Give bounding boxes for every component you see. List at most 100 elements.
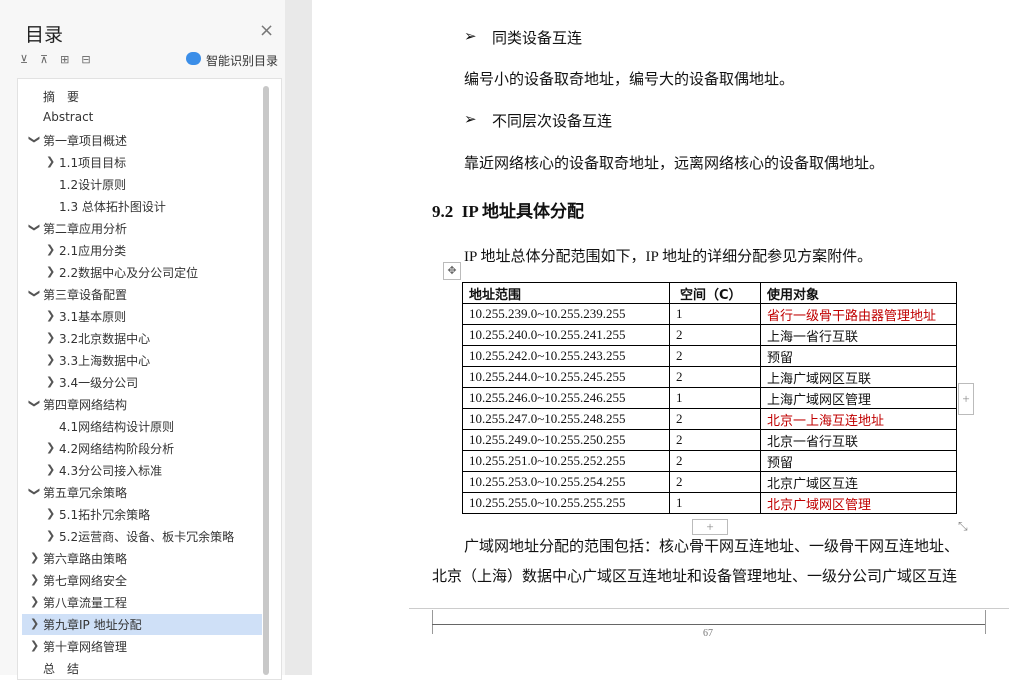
table-row: 10.255.240.0~10.255.241.255 2 上海一省行互联 [462, 324, 957, 346]
toc-item[interactable]: 4.1网络结构设计原则 [59, 420, 175, 434]
toc-expander[interactable]: ❯ [30, 551, 40, 564]
add-row[interactable]: + [692, 519, 728, 535]
toc-item[interactable]: 1.2设计原则 [59, 178, 127, 192]
toc-item[interactable]: 第三章设备配置 [43, 288, 128, 302]
toc-item[interactable]: 第六章路由策略 [43, 552, 128, 566]
toc-expander[interactable]: ❯ [46, 309, 56, 322]
table-row: 10.255.253.0~10.255.254.255 2 北京广域区互连 [462, 471, 957, 493]
paragraph: 编号小的设备取奇地址，编号大的设备取偶地址。 [464, 72, 795, 88]
table-move-handle[interactable]: ✥ [443, 262, 461, 280]
table-cell: 上海广域网区管理 [760, 387, 957, 409]
toc-title: 目录 [25, 24, 64, 46]
table-cell: 2 [669, 471, 761, 493]
toc-item[interactable]: 2.1应用分类 [59, 244, 127, 258]
toc-expander[interactable]: ❯ [46, 375, 56, 388]
bullet-glyph: ➢ [464, 29, 477, 45]
toc-item[interactable]: 3.2北京数据中心 [59, 332, 151, 346]
table-row: 10.255.239.0~10.255.239.255 1 省行一级骨干路由器管理地… [462, 303, 957, 325]
header-cell: 使用对象 [760, 282, 957, 304]
smart-button[interactable]: 智能识别目录 [206, 54, 279, 68]
toc-item[interactable]: 5.1拓扑冗余策略 [59, 508, 151, 522]
toc-item[interactable]: 第五章冗余策略 [43, 486, 128, 500]
toc-expander[interactable]: ❯ [46, 331, 56, 344]
table-cell: 1 [669, 303, 761, 325]
table-cell: 10.255.246.0~10.255.246.255 [462, 387, 670, 409]
toc-expander[interactable]: ❯ [30, 595, 40, 608]
toc-expander[interactable]: ❯ [28, 288, 42, 299]
table-cell: 10.255.249.0~10.255.250.255 [462, 429, 670, 451]
toc-expander[interactable]: ❯ [28, 398, 42, 409]
toc-expander[interactable]: ❯ [46, 265, 56, 278]
paragraph-line: 北京（上海）数据中心广域区互连地址和设备管理地址、一级分公司广域区互连 [432, 569, 958, 585]
toc-item[interactable]: 1.1项目目标 [59, 156, 127, 170]
table-row: 10.255.255.0~10.255.255.255 1 北京广域网区管理 [462, 492, 957, 514]
toc-expander[interactable]: ❯ [28, 222, 42, 233]
corner-mark [432, 610, 433, 634]
table-cell: 上海广域网区互联 [760, 366, 957, 388]
toc-list-box [17, 78, 282, 680]
toc-item[interactable]: 第八章流量工程 [43, 596, 128, 610]
scrollbar[interactable] [263, 86, 269, 675]
table-cell: 预留 [760, 450, 957, 472]
toc-expander[interactable]: ❯ [30, 573, 40, 586]
toc-tools[interactable]: ⊻⊼⊞⊟ [20, 53, 103, 66]
gutter [285, 0, 312, 675]
toc-item[interactable]: 第七章网络安全 [43, 574, 128, 588]
toc-item[interactable]: 第四章网络结构 [43, 398, 128, 412]
table: 地址范围 空间（C） 使用对象 10.255.239.0~10.255.239.255… [462, 282, 957, 514]
paragraph: IP 地址总体分配范围如下，IP 地址的详细分配参见方案附件。 [464, 249, 873, 265]
toc-item[interactable]: 总 结 [43, 662, 80, 676]
toc-expander[interactable]: ❯ [30, 617, 40, 630]
table-cell: 北京广域网区管理 [760, 492, 957, 514]
table-cell: 10.255.255.0~10.255.255.255 [462, 492, 670, 514]
page-number: 67 [703, 628, 713, 639]
table-row: 10.255.244.0~10.255.245.255 2 上海广域网区互联 [462, 366, 957, 388]
table-cell: 10.255.244.0~10.255.245.255 [462, 366, 670, 388]
toc-expander[interactable]: ❯ [46, 441, 56, 454]
toc-item[interactable]: 1.3 总体拓扑图设计 [59, 200, 166, 214]
table-cell: 2 [669, 324, 761, 346]
toc-expander[interactable]: ❯ [46, 529, 56, 542]
bullet-text: 不同层次设备互连 [492, 114, 613, 130]
toc-item[interactable]: 5.2运营商、设备、板卡冗余策略 [59, 530, 235, 544]
toc-item[interactable]: 3.3上海数据中心 [59, 354, 151, 368]
table-row: 10.255.247.0~10.255.248.255 2 北京一上海互连地址 [462, 408, 957, 430]
table-cell: 2 [669, 366, 761, 388]
toc-expander[interactable]: ❯ [46, 507, 56, 520]
corner-mark [985, 610, 986, 634]
table-cell: 2 [669, 408, 761, 430]
table-cell: 10.255.251.0~10.255.252.255 [462, 450, 670, 472]
toc-item[interactable]: 第一章项目概述 [43, 134, 128, 148]
toc-item[interactable]: 第十章网络管理 [43, 640, 128, 654]
toc-item[interactable]: 第二章应用分析 [43, 222, 128, 236]
heading: 9.2 IP 地址具体分配 [432, 202, 585, 221]
table-cell: 2 [669, 429, 761, 451]
toc-expander[interactable]: ❯ [46, 353, 56, 366]
smart-icon [186, 52, 201, 65]
table-row: 10.255.242.0~10.255.243.255 2 预留 [462, 345, 957, 367]
table-row: 10.255.251.0~10.255.252.255 2 预留 [462, 450, 957, 472]
toc-item[interactable]: 3.4一级分公司 [59, 376, 139, 390]
toc-item[interactable]: 2.2数据中心及分公司定位 [59, 266, 199, 280]
toc-expander[interactable]: ❯ [46, 243, 56, 256]
toc-item[interactable]: 4.2网络结构阶段分析 [59, 442, 175, 456]
table-cell: 2 [669, 450, 761, 472]
toc-item[interactable]: 第九章IP 地址分配 [43, 618, 142, 632]
toc-expander[interactable]: ❯ [28, 134, 42, 145]
toc-item[interactable]: 3.1基本原则 [59, 310, 127, 324]
toc-expander[interactable]: ❯ [46, 463, 56, 476]
table-cell: 10.255.253.0~10.255.254.255 [462, 471, 670, 493]
table-cell: 北京一省行互联 [760, 429, 957, 451]
toc-item[interactable]: 4.3分公司接入标准 [59, 464, 163, 478]
toc-item[interactable]: Abstract [43, 110, 94, 124]
close-button[interactable]: × [259, 20, 275, 41]
toc-expander[interactable]: ❯ [46, 155, 56, 168]
table-cell: 1 [669, 387, 761, 409]
toc-panel: 目录 × ⊻⊼⊞⊟ 智能识别目录 摘 要 Abstract ❯ 第一章项目概述 ❯ 1.1… [0, 0, 285, 680]
toc-item[interactable]: 摘 要 [43, 90, 80, 104]
toc-expander[interactable]: ❯ [28, 486, 42, 497]
resize-handle[interactable]: ⤡ [958, 519, 968, 533]
toc-expander[interactable]: ❯ [30, 639, 40, 652]
add-column[interactable]: + [958, 383, 974, 415]
